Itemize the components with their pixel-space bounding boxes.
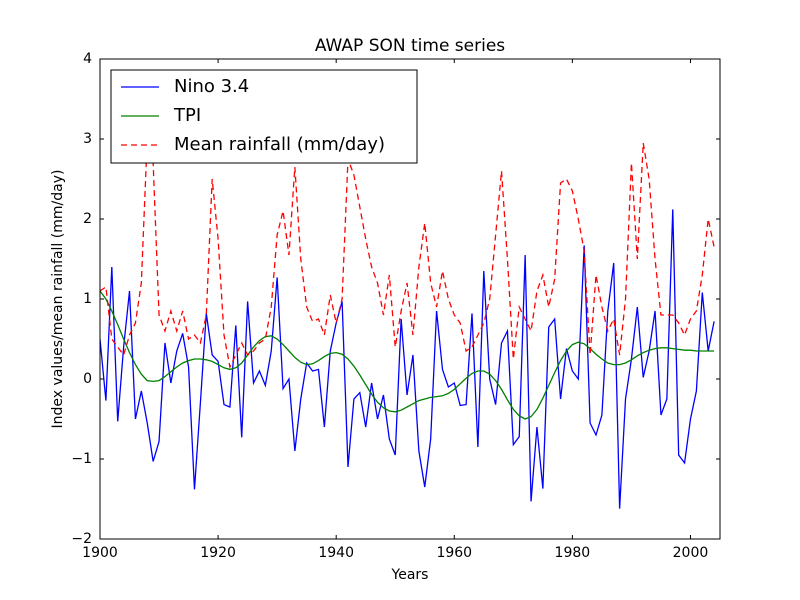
y-tick-label: 0 bbox=[83, 371, 92, 387]
legend-box bbox=[110, 69, 418, 164]
x-tick-label: 1940 bbox=[318, 545, 354, 561]
legend-label: TPI bbox=[173, 105, 201, 126]
y-tick-label: 3 bbox=[83, 131, 92, 147]
plot-lines bbox=[100, 138, 715, 509]
legend: Nino 3.4 TPI Mean rainfall (mm/day) bbox=[110, 69, 418, 164]
chart-title: AWAP SON time series bbox=[315, 36, 505, 56]
ticks: 1900 1920 1940 1960 1980 2000 −2 −1 0 1 2 3 4 bbox=[71, 51, 720, 561]
y-tick-label: 1 bbox=[83, 291, 92, 307]
plot-frame bbox=[99, 58, 721, 540]
x-tick-label: 1960 bbox=[436, 545, 472, 561]
legend-label: Nino 3.4 bbox=[174, 76, 249, 97]
series-line bbox=[100, 290, 715, 420]
y-tick-label: −2 bbox=[71, 531, 92, 547]
legend-label: Mean rainfall (mm/day) bbox=[174, 134, 385, 155]
y-tick-label: −1 bbox=[71, 451, 92, 467]
x-tick-label: 1920 bbox=[200, 545, 236, 561]
x-tick-label: 1900 bbox=[82, 545, 118, 561]
x-tick-label: 1980 bbox=[555, 545, 591, 561]
y-tick-label: 4 bbox=[83, 51, 92, 67]
x-axis-label: Years bbox=[391, 567, 429, 583]
y-tick-label: 2 bbox=[83, 211, 92, 227]
series-line bbox=[100, 209, 715, 509]
y-axis-label: Index values/mean rainfall (mm/day) bbox=[50, 170, 66, 429]
series-line bbox=[100, 138, 715, 370]
x-tick-label: 2000 bbox=[673, 545, 709, 561]
